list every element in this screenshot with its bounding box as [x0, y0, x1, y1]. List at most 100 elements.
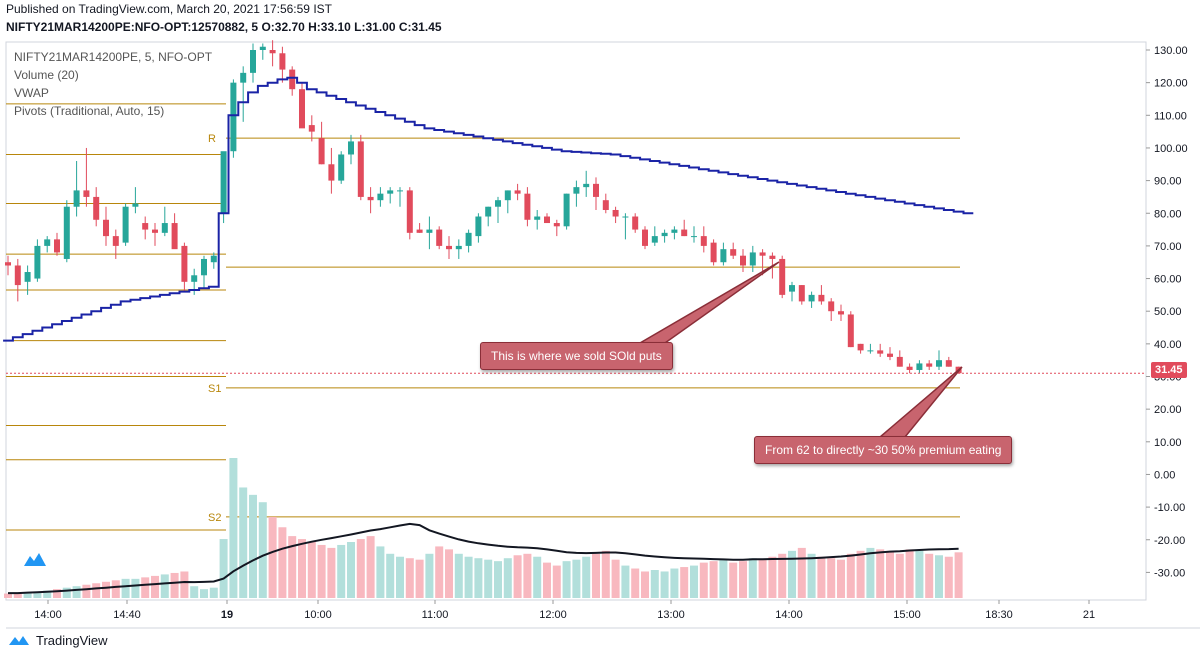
volume-bar [592, 553, 600, 598]
candle-body [367, 196, 374, 201]
candle-body [691, 236, 697, 238]
candle-body [436, 229, 443, 246]
candle-body [798, 285, 805, 302]
volume-bar [209, 587, 218, 598]
candle-body [220, 151, 227, 214]
x-tick-label: 10:00 [304, 609, 332, 621]
candle-body [759, 252, 766, 256]
volume-bar [915, 550, 924, 598]
volume-bar [621, 565, 630, 598]
candle-body [406, 190, 413, 233]
volume-bar [660, 571, 669, 598]
candle-body [5, 262, 11, 266]
volume-bar [268, 516, 277, 598]
volume-bar [925, 553, 934, 598]
volume-bar [170, 572, 179, 598]
legend-symbol[interactable]: NIFTY21MAR14200PE, 5, NFO-OPT [14, 50, 213, 64]
volume-bar [876, 549, 885, 598]
volume-bar [611, 559, 620, 598]
candle-body [328, 164, 335, 181]
candle-body [887, 353, 893, 357]
volume-bar [886, 552, 894, 598]
candle-body [338, 154, 345, 181]
volume-bar [788, 550, 796, 598]
candle-body [612, 209, 619, 217]
volume-bar [111, 580, 120, 598]
volume-bar [484, 559, 493, 598]
candle-body [416, 229, 423, 233]
y-tick-label: -30.00 [1154, 567, 1185, 579]
volume-bar [778, 553, 787, 598]
volume-bar [905, 549, 914, 598]
x-tick-label: 11:00 [422, 609, 449, 621]
volume-bar [474, 558, 483, 598]
legend-volume[interactable]: Volume (20) [14, 68, 79, 82]
volume-bar [719, 559, 728, 598]
volume-bar [572, 559, 581, 598]
legend-vwap[interactable]: VWAP [14, 86, 49, 100]
candle-body [681, 229, 688, 237]
candle-body [563, 193, 570, 227]
x-tick-label: 14:00 [34, 609, 62, 621]
candle-body [426, 229, 433, 233]
candle-body [465, 232, 472, 246]
candle-body [14, 265, 21, 286]
candle-body [34, 245, 41, 279]
y-tick-label: 90.00 [1154, 176, 1182, 188]
volume-bar [954, 552, 963, 598]
legend-pivots[interactable]: Pivots (Traditional, Auto, 15) [14, 104, 165, 118]
volume-bar [298, 539, 306, 598]
pivot-label: R [208, 133, 216, 145]
y-tick-label: -20.00 [1154, 535, 1185, 547]
candle-body [524, 193, 531, 220]
candle-body [818, 294, 825, 302]
y-tick-label: 80.00 [1154, 208, 1182, 220]
candle-body [210, 255, 217, 263]
volume-bar [337, 544, 346, 598]
y-tick-label: 100.00 [1154, 143, 1188, 155]
candle-body [828, 301, 835, 312]
volume-bar [43, 590, 52, 598]
volume-bar [347, 542, 355, 598]
candle-body [730, 249, 737, 256]
candle-body [103, 219, 109, 237]
candle-body [191, 275, 198, 282]
volume-bar [288, 536, 297, 598]
volume-bar [327, 547, 336, 598]
candle-body [504, 190, 511, 201]
candle-body [455, 245, 462, 250]
volume-bar [670, 568, 679, 598]
volume-bar [307, 542, 316, 598]
volume-bar [121, 578, 130, 598]
candle-body [24, 272, 31, 282]
x-tick-label: 21 [1083, 609, 1095, 621]
volume-bar [415, 559, 424, 598]
footer-brand[interactable]: TradingView [8, 632, 108, 648]
volume-bar [699, 562, 708, 598]
volume-ma-line [8, 522, 959, 595]
tradingview-logo-icon [9, 636, 29, 645]
candle-body [318, 138, 325, 165]
volume-bar [846, 553, 855, 598]
volume-bar [641, 571, 649, 598]
candle-body [651, 236, 658, 243]
annotation-sold-puts[interactable]: This is where we sold SOld puts [480, 342, 673, 370]
volume-bar [768, 556, 777, 598]
candle-body [602, 200, 609, 210]
volume-bar [425, 553, 434, 598]
candle-body [299, 89, 305, 129]
volume-bar [748, 558, 757, 598]
y-tick-label: 10.00 [1154, 437, 1182, 449]
volume-bar [249, 494, 257, 598]
candle-body [632, 216, 639, 230]
volume-bar [200, 589, 208, 598]
volume-bar [229, 458, 238, 598]
annotation-premium-eating[interactable]: From 62 to directly ~30 50% premium eati… [754, 436, 1013, 464]
volume-bar [582, 556, 591, 598]
candle-body [808, 294, 815, 302]
volume-bar [239, 487, 248, 598]
plot-frame [5, 41, 1147, 601]
volume-bar [435, 546, 444, 598]
volume-bar [758, 559, 767, 598]
